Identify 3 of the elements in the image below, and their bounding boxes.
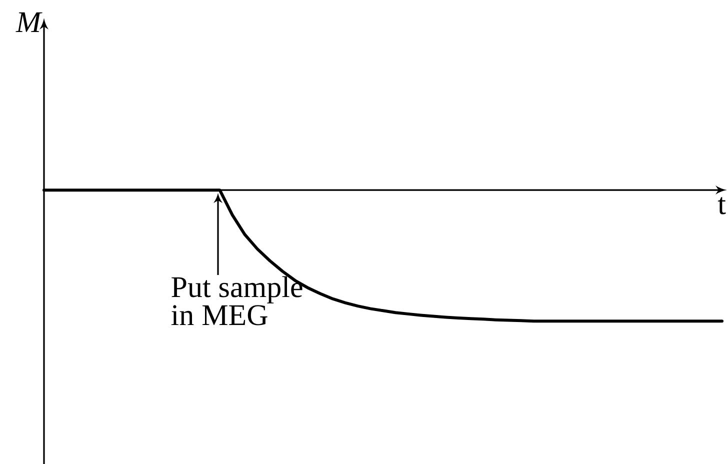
annotation: Put sample in MEG — [170, 271, 304, 332]
text: M — [15, 6, 43, 39]
x-axis-title: t — [718, 188, 727, 222]
